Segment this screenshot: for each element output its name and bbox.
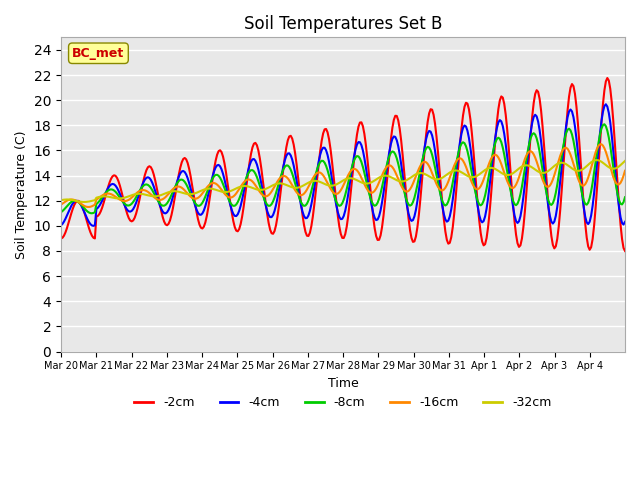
-8cm [57, 209, 65, 215]
-8cm [88, 210, 96, 216]
-16cm [545, 184, 552, 190]
-4cm [602, 101, 610, 107]
-32cm [349, 176, 356, 181]
-2cm [618, 236, 626, 242]
-32cm [545, 168, 552, 174]
-4cm [620, 222, 627, 228]
-8cm [621, 194, 629, 200]
-32cm [620, 159, 627, 165]
-2cm [604, 75, 611, 81]
-32cm [461, 171, 468, 177]
-2cm [94, 213, 102, 219]
Line: -8cm: -8cm [61, 124, 625, 213]
-32cm [57, 197, 65, 203]
-4cm [461, 122, 468, 128]
-2cm [543, 183, 551, 189]
-16cm [621, 168, 629, 174]
-4cm [95, 203, 103, 209]
Line: -16cm: -16cm [61, 144, 625, 207]
-16cm [461, 160, 468, 166]
-2cm [459, 112, 467, 118]
-8cm [95, 198, 103, 204]
-16cm [57, 202, 65, 207]
-4cm [57, 222, 65, 228]
-32cm [81, 199, 88, 205]
-2cm [621, 248, 629, 254]
Title: Soil Temperatures Set B: Soil Temperatures Set B [244, 15, 442, 33]
-8cm [76, 201, 84, 206]
-4cm [349, 162, 356, 168]
-4cm [621, 219, 629, 225]
-2cm [57, 236, 65, 241]
-32cm [621, 158, 629, 164]
-16cm [85, 204, 93, 210]
-8cm [620, 199, 627, 205]
X-axis label: Time: Time [328, 377, 358, 390]
Line: -4cm: -4cm [61, 104, 625, 226]
-2cm [76, 199, 84, 205]
-16cm [95, 194, 103, 200]
-2cm [348, 186, 355, 192]
-16cm [620, 173, 627, 179]
-32cm [95, 194, 103, 200]
Text: BC_met: BC_met [72, 47, 125, 60]
-16cm [76, 201, 84, 206]
-4cm [90, 223, 97, 229]
-16cm [598, 141, 605, 147]
Legend: -2cm, -4cm, -8cm, -16cm, -32cm: -2cm, -4cm, -8cm, -16cm, -32cm [129, 391, 557, 414]
-8cm [349, 162, 356, 168]
-8cm [461, 140, 468, 146]
-32cm [76, 199, 84, 204]
Line: -2cm: -2cm [61, 78, 625, 251]
-32cm [593, 157, 601, 163]
Line: -32cm: -32cm [61, 160, 625, 202]
Y-axis label: Soil Temperature (C): Soil Temperature (C) [15, 130, 28, 259]
-4cm [545, 204, 552, 210]
-8cm [600, 121, 608, 127]
-8cm [545, 198, 552, 204]
-4cm [76, 201, 84, 206]
-16cm [349, 167, 356, 172]
